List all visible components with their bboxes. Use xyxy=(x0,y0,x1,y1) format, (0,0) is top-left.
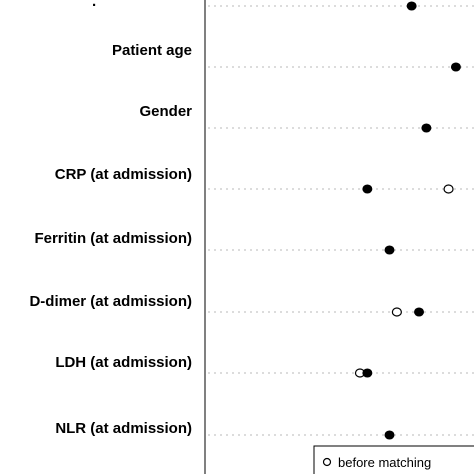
point-after-matching xyxy=(362,184,373,194)
plot-area xyxy=(204,0,474,474)
legend: before matching xyxy=(313,445,474,474)
legend-label-before-matching: before matching xyxy=(338,455,431,470)
point-after-matching xyxy=(384,430,395,440)
point-before-matching xyxy=(443,184,454,194)
legend-open-circle-icon xyxy=(322,457,332,467)
data-points xyxy=(354,1,461,440)
covariate-label: CRP (at admission) xyxy=(55,166,192,183)
stray-mark: · xyxy=(92,0,97,14)
covariate-label: Gender xyxy=(139,103,192,120)
covariate-labels: Patient age Gender CRP (at admission) Ferri… xyxy=(29,0,192,437)
point-after-matching xyxy=(362,368,373,378)
point-after-matching xyxy=(406,1,417,11)
point-after-matching xyxy=(384,245,395,255)
gridlines xyxy=(208,5,474,436)
covariate-label: NLR (at admission) xyxy=(55,420,192,437)
point-after-matching xyxy=(414,307,425,317)
covariate-label: D-dimer (at admission) xyxy=(29,293,192,310)
covariate-label: LDH (at admission) xyxy=(55,354,192,371)
point-after-matching xyxy=(450,62,461,72)
point-before-matching xyxy=(391,307,402,317)
covariate-label: Patient age xyxy=(112,42,192,59)
covariate-label: Ferritin (at admission) xyxy=(34,230,192,247)
point-after-matching xyxy=(421,123,432,133)
legend-box xyxy=(313,445,474,474)
